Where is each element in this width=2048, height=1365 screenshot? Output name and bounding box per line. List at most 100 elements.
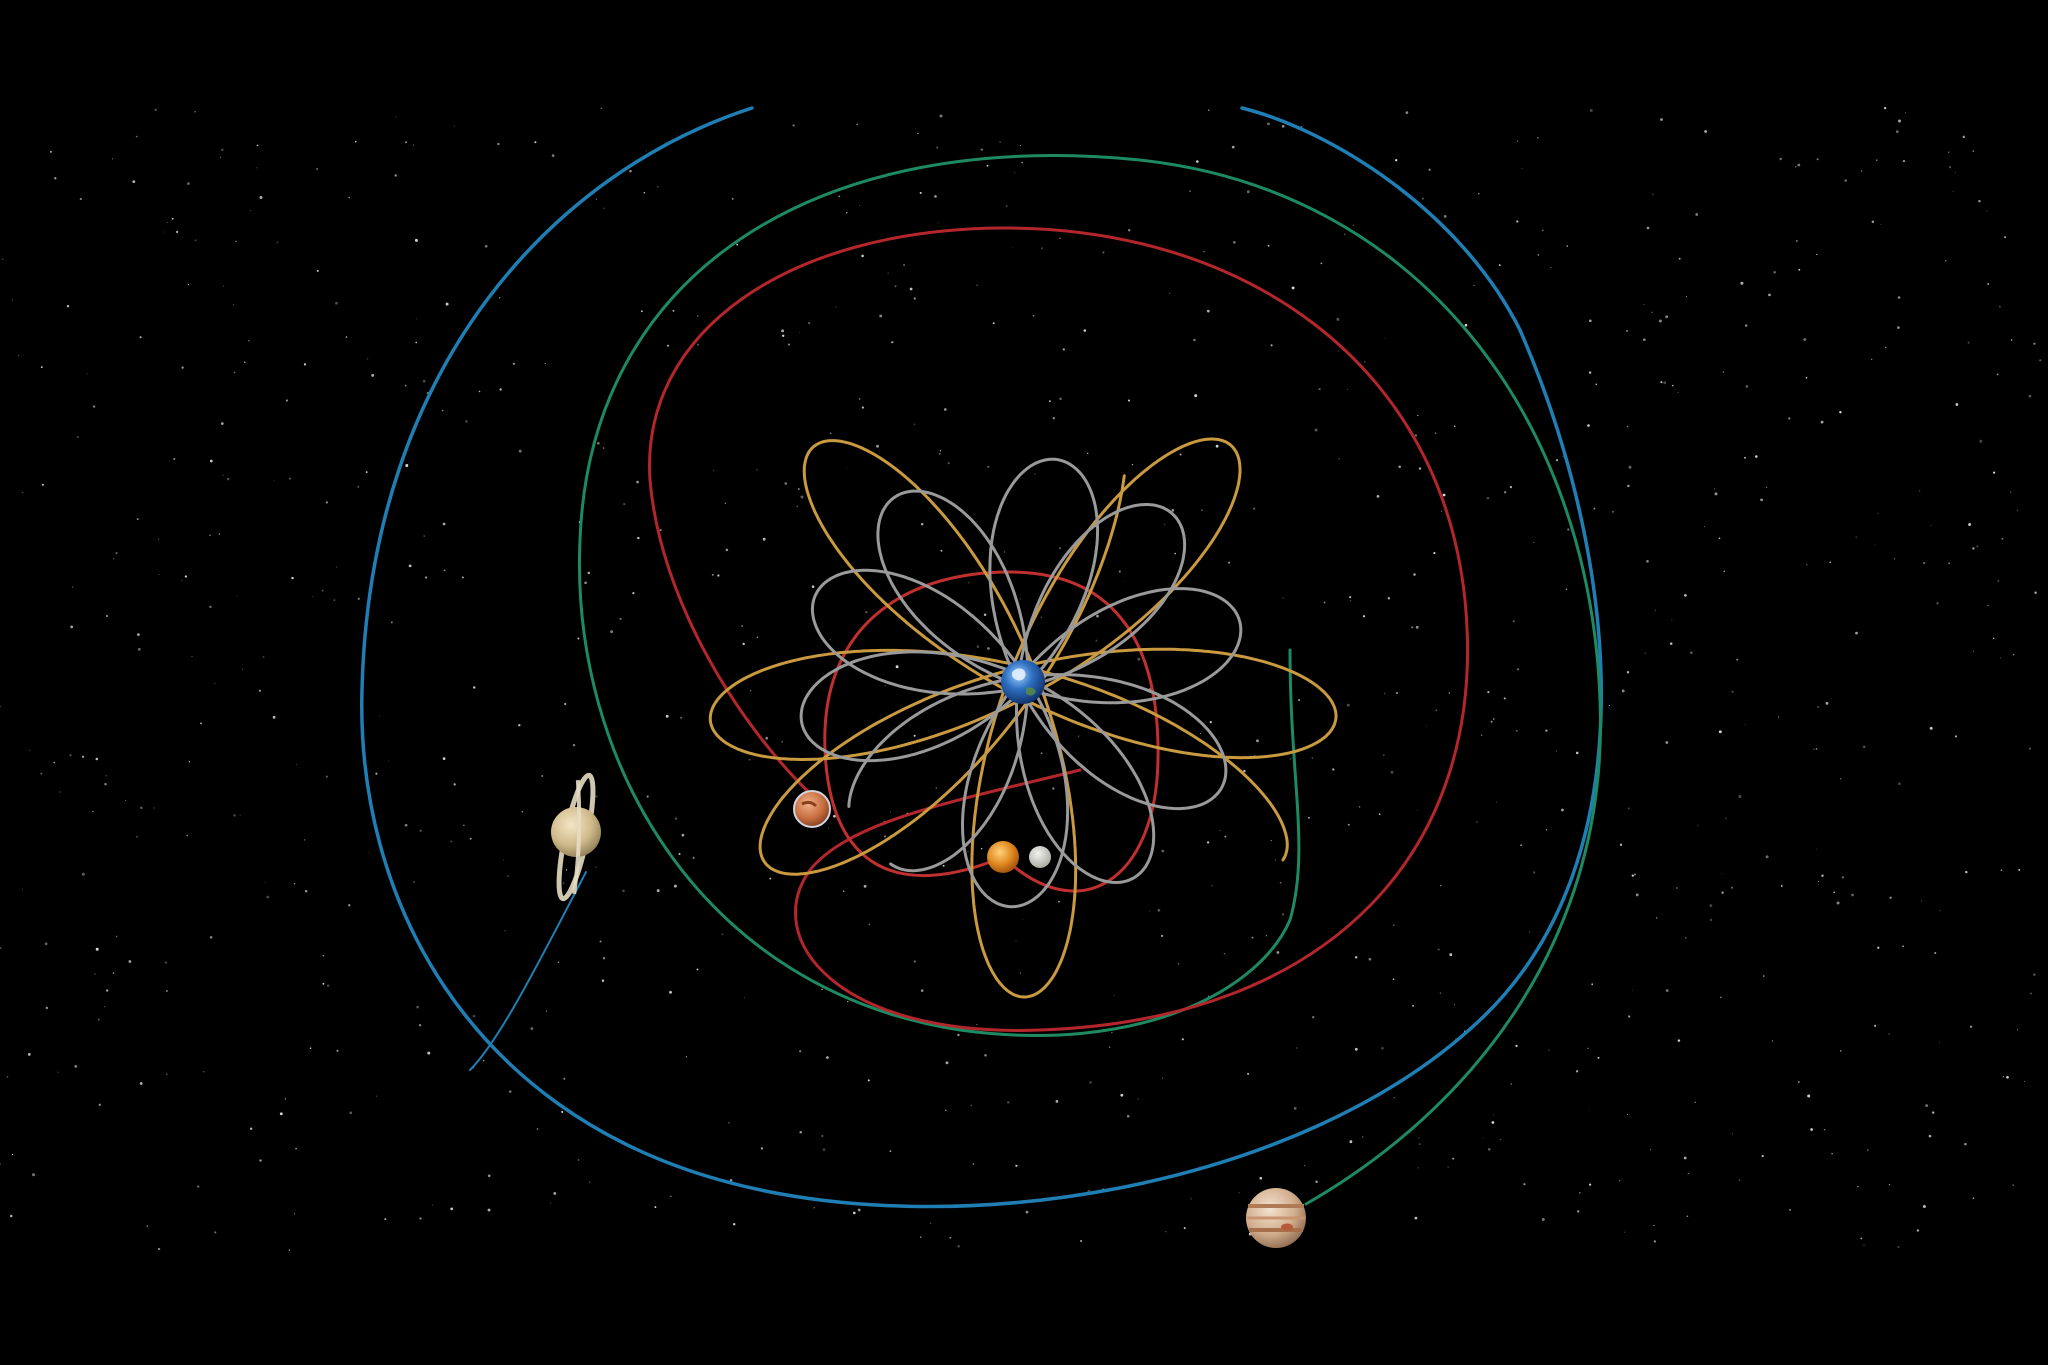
star bbox=[441, 409, 444, 412]
star bbox=[1025, 1210, 1029, 1214]
star bbox=[577, 637, 580, 640]
star bbox=[1346, 703, 1350, 707]
star bbox=[1362, 1136, 1364, 1138]
star bbox=[256, 144, 259, 147]
star bbox=[1815, 748, 1818, 750]
star bbox=[1619, 843, 1623, 846]
star bbox=[1760, 498, 1763, 502]
star bbox=[1683, 1156, 1687, 1160]
star bbox=[1503, 491, 1507, 494]
star bbox=[54, 177, 57, 180]
star bbox=[1516, 220, 1519, 223]
star bbox=[1256, 739, 1259, 743]
star bbox=[1987, 604, 1990, 607]
star bbox=[947, 462, 950, 465]
star bbox=[222, 474, 224, 477]
star bbox=[1058, 900, 1060, 903]
star bbox=[939, 114, 943, 118]
star bbox=[395, 116, 397, 118]
star bbox=[242, 668, 243, 670]
star bbox=[741, 625, 743, 627]
star bbox=[2016, 509, 2018, 511]
star bbox=[1798, 1081, 1800, 1083]
star bbox=[1628, 807, 1630, 810]
star bbox=[1883, 106, 1887, 110]
star bbox=[1439, 992, 1442, 994]
star bbox=[826, 1056, 829, 1059]
star bbox=[1893, 558, 1896, 560]
star bbox=[1378, 813, 1381, 816]
star bbox=[49, 150, 52, 153]
star bbox=[1418, 1137, 1420, 1139]
star bbox=[2018, 868, 2021, 871]
star bbox=[1777, 716, 1779, 718]
star bbox=[1190, 1198, 1192, 1200]
star bbox=[194, 111, 196, 113]
star bbox=[680, 716, 683, 719]
star bbox=[889, 1150, 892, 1152]
star bbox=[681, 833, 685, 837]
star bbox=[32, 1173, 35, 1177]
star bbox=[1550, 266, 1552, 268]
star bbox=[983, 613, 987, 616]
star bbox=[1795, 166, 1797, 168]
star bbox=[2000, 869, 2003, 871]
star bbox=[1181, 1038, 1184, 1041]
star bbox=[1442, 493, 1446, 497]
star bbox=[1686, 1215, 1689, 1218]
star bbox=[564, 702, 567, 706]
star bbox=[1390, 770, 1394, 774]
star bbox=[326, 984, 330, 987]
star bbox=[1744, 724, 1746, 726]
star bbox=[1034, 473, 1036, 475]
star bbox=[1127, 229, 1131, 232]
star bbox=[1251, 936, 1254, 939]
star bbox=[1578, 1191, 1581, 1194]
star bbox=[610, 630, 614, 634]
star bbox=[293, 1213, 295, 1215]
star bbox=[1413, 573, 1416, 576]
star bbox=[53, 761, 56, 764]
star bbox=[335, 301, 338, 305]
star bbox=[79, 197, 82, 201]
star bbox=[884, 835, 886, 838]
star bbox=[405, 464, 409, 467]
star bbox=[1315, 1180, 1318, 1184]
star bbox=[1441, 510, 1442, 512]
star bbox=[304, 890, 308, 893]
star bbox=[97, 1018, 100, 1021]
star bbox=[1201, 509, 1203, 511]
star bbox=[1646, 560, 1649, 563]
star bbox=[1083, 329, 1087, 332]
star bbox=[846, 468, 848, 470]
star bbox=[1976, 545, 1979, 548]
star bbox=[1303, 1165, 1305, 1167]
star bbox=[936, 146, 939, 149]
star bbox=[106, 989, 109, 992]
star bbox=[1311, 1015, 1315, 1019]
star bbox=[940, 549, 943, 552]
star bbox=[1174, 552, 1176, 555]
mars-orbit-path bbox=[648, 226, 1470, 1032]
star bbox=[1871, 220, 1875, 223]
star bbox=[92, 405, 96, 408]
star bbox=[1597, 1056, 1600, 1059]
star bbox=[976, 645, 980, 648]
star bbox=[112, 972, 115, 974]
star bbox=[1003, 551, 1005, 553]
star bbox=[760, 1147, 763, 1150]
star bbox=[1986, 210, 1988, 212]
star bbox=[1996, 373, 1999, 376]
star bbox=[1095, 639, 1098, 642]
star bbox=[1414, 434, 1418, 437]
star bbox=[1928, 1134, 1932, 1138]
star bbox=[536, 1128, 539, 1130]
star bbox=[1480, 734, 1483, 736]
star bbox=[41, 483, 44, 486]
star bbox=[1307, 816, 1310, 819]
star bbox=[1537, 137, 1539, 139]
star bbox=[1857, 1185, 1859, 1188]
star bbox=[345, 336, 348, 338]
star bbox=[1282, 597, 1284, 599]
star bbox=[917, 132, 919, 135]
